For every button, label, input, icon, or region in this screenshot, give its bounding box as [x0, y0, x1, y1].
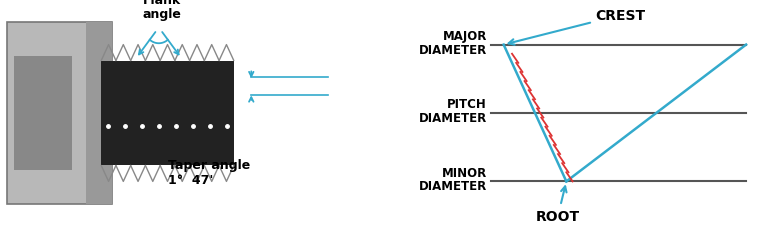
- Text: ROOT: ROOT: [536, 187, 580, 223]
- Bar: [7, 23, 112, 204]
- Text: Taper angle
1°  47': Taper angle 1° 47': [167, 159, 250, 186]
- Text: PITCH
DIAMETER: PITCH DIAMETER: [419, 98, 487, 124]
- Text: Flank
angle: Flank angle: [143, 0, 182, 20]
- Text: CREST: CREST: [509, 9, 646, 45]
- Bar: [101, 61, 234, 166]
- Bar: [14, 57, 71, 170]
- Text: MINOR
DIAMETER: MINOR DIAMETER: [419, 166, 487, 192]
- Bar: [85, 23, 112, 204]
- Text: MAJOR
DIAMETER: MAJOR DIAMETER: [419, 30, 487, 56]
